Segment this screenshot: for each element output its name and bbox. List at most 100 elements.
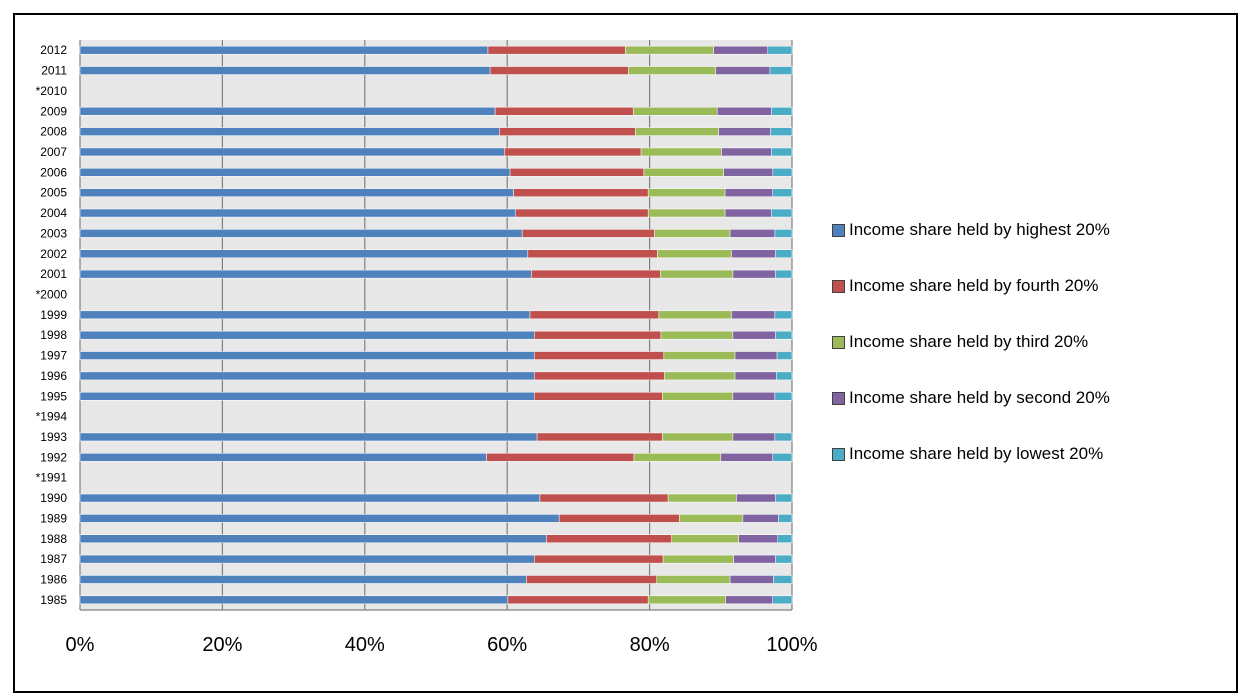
- bar-segment: [79, 127, 500, 136]
- bar-segment: [732, 392, 776, 401]
- category-label: 2001: [40, 267, 67, 281]
- bar-segment: [771, 107, 793, 116]
- category-label: 1990: [40, 491, 67, 505]
- bar-segment: [775, 330, 793, 340]
- bar-segment: [79, 432, 538, 442]
- category-label: 2008: [40, 125, 67, 139]
- bar-segment: [79, 188, 514, 197]
- bar-segment: [504, 147, 642, 157]
- bar-segment: [79, 107, 496, 116]
- category-label: *2010: [36, 84, 68, 98]
- legend-item: Income share held by third 20%: [832, 332, 1232, 352]
- legend-label: Income share held by third 20%: [849, 332, 1089, 351]
- bar-segment: [732, 432, 776, 442]
- bar-segment: [734, 351, 778, 360]
- category-label: *2000: [36, 287, 68, 301]
- bar-segment: [658, 310, 732, 320]
- bar-segment: [736, 493, 776, 503]
- bar-segment: [534, 330, 662, 340]
- category-label: 2005: [40, 186, 67, 200]
- legend-swatch: [832, 223, 845, 237]
- bar-segment: [527, 249, 658, 258]
- bar-segment: [79, 269, 532, 279]
- bar-segment: [79, 493, 541, 503]
- bar-segment: [79, 514, 560, 523]
- bar-segment: [625, 45, 714, 55]
- bar-segment: [721, 147, 772, 157]
- category-label: 2012: [40, 43, 67, 57]
- bar-segment: [79, 168, 511, 177]
- bar-segment: [732, 330, 776, 340]
- bar-segment: [660, 330, 734, 340]
- bar-segment: [775, 249, 793, 258]
- bar-segment: [647, 188, 726, 197]
- legend-item: Income share held by highest 20%: [832, 220, 1232, 240]
- bar-segment: [773, 575, 793, 584]
- bar-segment: [79, 66, 491, 75]
- bar-segment: [771, 147, 793, 157]
- bar-segment: [716, 107, 772, 116]
- bar-segment: [558, 514, 680, 523]
- legend-swatch: [832, 391, 845, 405]
- bars: [79, 45, 793, 605]
- bar-segment: [715, 66, 771, 75]
- bar-segment: [627, 66, 717, 75]
- bar-segment: [772, 168, 793, 177]
- bar-segment: [742, 514, 779, 523]
- category-label: 2009: [40, 104, 67, 118]
- category-label: 2003: [40, 226, 67, 240]
- bar-segment: [534, 371, 665, 381]
- bar-segment: [774, 392, 793, 401]
- category-label: 1986: [40, 572, 67, 586]
- x-tick-label: 60%: [487, 634, 527, 656]
- bar-segment: [769, 66, 793, 75]
- bar-segment: [534, 554, 664, 564]
- bar-segment: [775, 493, 793, 503]
- bar-segment: [647, 595, 727, 605]
- legend-label: Income share held by lowest 20%: [849, 444, 1104, 463]
- legend-swatch: [832, 447, 845, 461]
- bar-segment: [487, 45, 626, 55]
- legend-item: Income share held by lowest 20%: [832, 444, 1232, 464]
- category-label: 2006: [40, 165, 67, 179]
- bar-segment: [774, 432, 793, 442]
- bar-segment: [536, 432, 663, 442]
- category-label: 2002: [40, 247, 67, 261]
- bar-segment: [723, 168, 774, 177]
- bar-segment: [767, 45, 793, 55]
- bar-segment: [79, 45, 489, 55]
- bar-segment: [513, 188, 649, 197]
- bar-segment: [546, 534, 672, 543]
- bar-segment: [729, 575, 774, 584]
- bar-segment: [79, 147, 505, 157]
- bar-segment: [662, 392, 734, 401]
- bar-segment: [526, 575, 657, 584]
- bar-segment: [79, 554, 535, 564]
- legend-label: Income share held by highest 20%: [849, 220, 1110, 239]
- category-label: 1995: [40, 389, 67, 403]
- x-tick-labels: 0% 20% 40% 60% 80% 100%: [66, 634, 818, 656]
- category-label: 2011: [41, 64, 67, 78]
- bar-segment: [633, 453, 722, 462]
- bar-segment: [489, 66, 629, 75]
- legend: Income share held by highest 20% Income s…: [832, 220, 1232, 500]
- bar-segment: [660, 269, 734, 279]
- bar-segment: [731, 249, 776, 258]
- category-label: 1988: [40, 532, 67, 546]
- bar-segment: [713, 45, 769, 55]
- bar-segment: [507, 595, 649, 605]
- bar-segment: [654, 229, 731, 238]
- bar-segment: [79, 453, 487, 462]
- x-tick-label: 80%: [630, 634, 670, 656]
- plot-area: [80, 40, 792, 610]
- bar-segment: [79, 330, 535, 340]
- category-label: 1989: [40, 511, 67, 525]
- bar-segment: [494, 107, 634, 116]
- bar-segment: [738, 534, 779, 543]
- bar-segment: [770, 127, 793, 136]
- bar-segment: [640, 147, 722, 157]
- bar-segment: [635, 127, 719, 136]
- bar-segment: [772, 453, 793, 462]
- bar-segment: [486, 453, 635, 462]
- bar-segment: [79, 208, 516, 218]
